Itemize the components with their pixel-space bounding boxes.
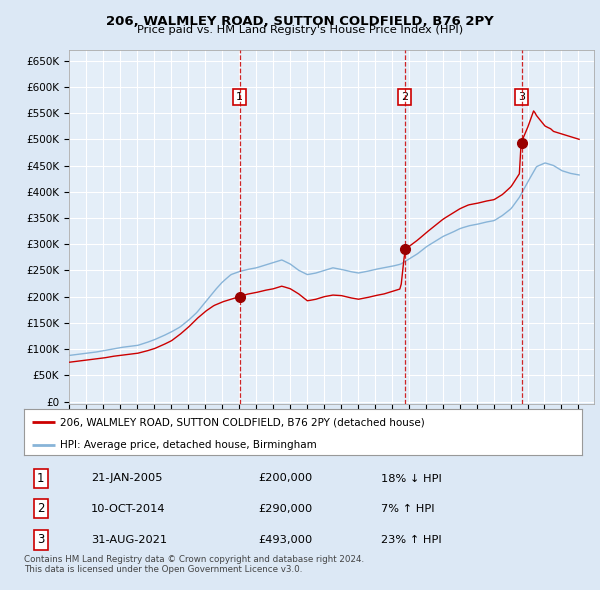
Text: HPI: Average price, detached house, Birmingham: HPI: Average price, detached house, Birm…	[60, 440, 317, 450]
Text: 1: 1	[236, 93, 243, 102]
Text: 206, WALMLEY ROAD, SUTTON COLDFIELD, B76 2PY: 206, WALMLEY ROAD, SUTTON COLDFIELD, B76…	[106, 15, 494, 28]
Text: 18% ↓ HPI: 18% ↓ HPI	[381, 474, 442, 483]
Text: £493,000: £493,000	[259, 535, 313, 545]
Text: 206, WALMLEY ROAD, SUTTON COLDFIELD, B76 2PY (detached house): 206, WALMLEY ROAD, SUTTON COLDFIELD, B76…	[60, 417, 425, 427]
Text: 23% ↑ HPI: 23% ↑ HPI	[381, 535, 442, 545]
Text: 31-AUG-2021: 31-AUG-2021	[91, 535, 167, 545]
Text: £200,000: £200,000	[259, 474, 313, 483]
Text: 3: 3	[518, 93, 525, 102]
Text: 1: 1	[37, 472, 44, 485]
Text: 21-JAN-2005: 21-JAN-2005	[91, 474, 163, 483]
Text: Contains HM Land Registry data © Crown copyright and database right 2024.
This d: Contains HM Land Registry data © Crown c…	[24, 555, 364, 574]
Text: 10-OCT-2014: 10-OCT-2014	[91, 504, 166, 514]
Text: Price paid vs. HM Land Registry's House Price Index (HPI): Price paid vs. HM Land Registry's House …	[137, 25, 463, 35]
Text: 7% ↑ HPI: 7% ↑ HPI	[381, 504, 435, 514]
Text: 3: 3	[37, 533, 44, 546]
Text: 2: 2	[37, 502, 44, 515]
Text: 2: 2	[401, 93, 409, 102]
Text: £290,000: £290,000	[259, 504, 313, 514]
